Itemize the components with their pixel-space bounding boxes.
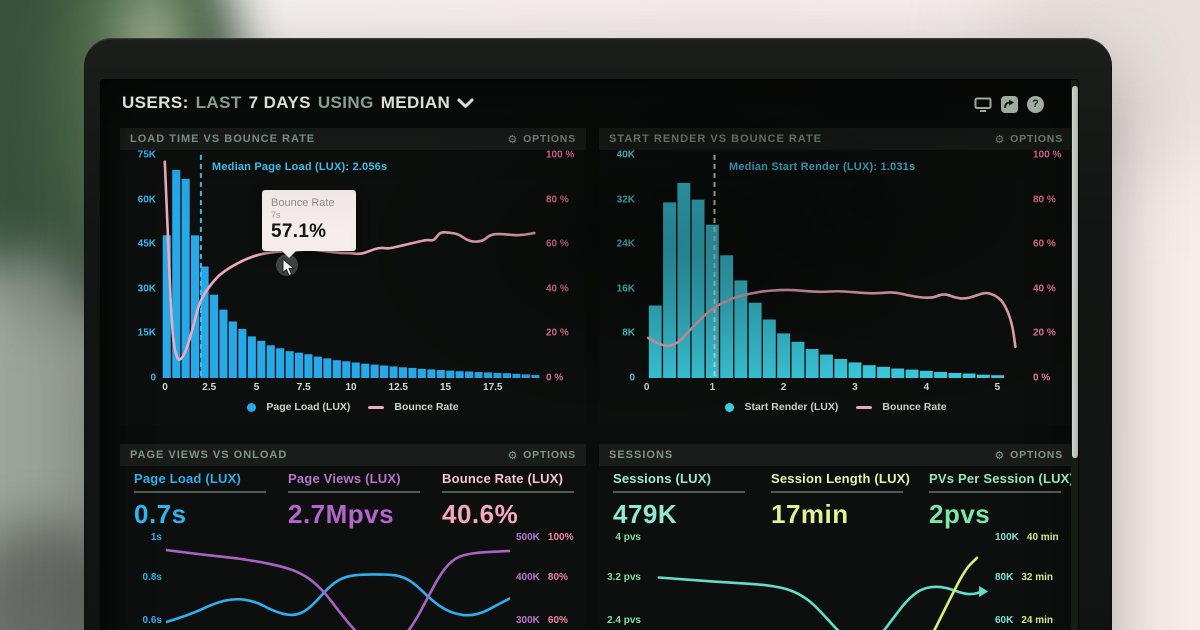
dashboard-header: USERS: LAST 7 DAYS USING MEDIAN ? <box>101 88 1078 120</box>
panel-sessions: SESSIONS ⚙ OPTIONS Sessions (LUX) 479K Se… <box>599 444 1074 630</box>
panel-header: SESSIONS ⚙ OPTIONS <box>599 444 1073 466</box>
stat-label: Session Length (LUX) <box>771 471 911 486</box>
stat-bounce-rate: Bounce Rate (LUX) 40.6% <box>442 471 592 530</box>
panel-load-time-vs-bounce-rate: LOAD TIME VS BOUNCE RATE ⚙ OPTIONS 75K 60… <box>120 128 586 425</box>
panel-page-views-vs-onload: PAGE VIEWS VS ONLOAD ⚙ OPTIONS Page Load … <box>120 444 586 630</box>
stat-value: 479K <box>613 499 678 529</box>
gear-icon: ⚙ <box>507 133 519 146</box>
load-time-chart <box>162 155 540 378</box>
bounce-rate-tooltip: Bounce Rate 7s 57.1% <box>262 190 356 258</box>
gear-icon: ⚙ <box>994 449 1006 462</box>
options-label: OPTIONS <box>1010 449 1063 461</box>
y-axis-right-labels: 100 % 80 % 60 % 40 % 20 % 0 % <box>546 149 575 384</box>
legend-dash-bounce-rate <box>856 405 873 409</box>
scrollbar-thumb[interactable] <box>1071 86 1078 458</box>
tooltip-title: Bounce Rate <box>271 197 335 209</box>
legend-dot-start-render <box>725 402 735 412</box>
x-axis-labels: 0 2.5 5 7.5 10 12.5 15 17.5 <box>162 382 503 393</box>
panel-title: SESSIONS <box>609 449 674 461</box>
x-axis-labels: 0 1 2 3 4 5 <box>643 382 1001 393</box>
options-label: OPTIONS <box>523 133 576 145</box>
y-axis-left-labels: 40K 32K 24K 16K 8K 0 <box>616 149 635 384</box>
gear-icon: ⚙ <box>507 449 519 462</box>
stat-divider <box>613 491 745 493</box>
start-render-chart <box>646 155 1017 378</box>
legend-dash-bounce-rate <box>368 405 385 409</box>
title-users: USERS: <box>122 93 189 112</box>
legend-label: Page Load (LUX) <box>266 401 351 413</box>
stat-label: Page Load (LUX) <box>134 471 242 486</box>
share-icon[interactable] <box>1001 95 1018 113</box>
y-axis-right-labels: 100 % 80 % 60 % 40 % 20 % 0 % <box>1033 149 1062 384</box>
laptop-bezel: USERS: LAST 7 DAYS USING MEDIAN ? LOAD TIME … <box>84 38 1112 630</box>
stat-sessions: Sessions (LUX) 479K <box>613 471 763 530</box>
stat-divider <box>134 491 266 493</box>
panel-title: PAGE VIEWS VS ONLOAD <box>130 449 288 461</box>
legend-label: Bounce Rate <box>394 401 459 413</box>
stat-pvs-per-session: PVs Per Session (LUX) 2pvs <box>929 471 1078 530</box>
sessions-spark-chart <box>657 556 989 630</box>
stat-divider <box>771 491 903 493</box>
display-icon[interactable] <box>973 95 992 113</box>
options-button[interactable]: ⚙ OPTIONS <box>507 449 576 462</box>
stat-label: Sessions (LUX) <box>613 471 712 486</box>
legend-label: Start Render (LUX) <box>744 401 839 413</box>
stat-divider <box>288 491 420 493</box>
title-median: MEDIAN <box>380 93 451 112</box>
help-icon[interactable]: ? <box>1027 95 1044 113</box>
chart-legend: Start Render (LUX) Bounce Rate <box>599 401 1073 413</box>
panel-title: LOAD TIME VS BOUNCE RATE <box>130 133 316 145</box>
options-label: OPTIONS <box>1010 133 1063 145</box>
stat-label: PVs Per Session (LUX) <box>929 471 1075 486</box>
users-filter-dropdown[interactable]: USERS: LAST 7 DAYS USING MEDIAN <box>122 93 481 114</box>
stat-page-views: Page Views (LUX) 2.7Mpvs <box>288 471 438 530</box>
median-annotation: Median Start Render (LUX): 1.031s <box>729 161 916 173</box>
options-button[interactable]: ⚙ OPTIONS <box>994 449 1063 462</box>
stat-divider <box>442 491 574 493</box>
stat-label: Page Views (LUX) <box>288 471 401 486</box>
options-button[interactable]: ⚙ OPTIONS <box>994 133 1063 146</box>
dashboard-screen: USERS: LAST 7 DAYS USING MEDIAN ? LOAD TIME … <box>101 80 1078 630</box>
tooltip-subtitle: 7s <box>271 210 281 220</box>
title-using: USING <box>317 93 374 112</box>
title-7days: 7 DAYS <box>248 93 311 112</box>
median-annotation: Median Page Load (LUX): 2.056s <box>212 161 388 173</box>
title-last: LAST <box>195 93 242 112</box>
panel-header: LOAD TIME VS BOUNCE RATE ⚙ OPTIONS <box>120 128 586 150</box>
stat-value: 0.7s <box>134 499 187 529</box>
stat-session-length: Session Length (LUX) 17min <box>771 471 921 530</box>
spark-axis-left: 1s 0.8s 0.6s <box>142 532 162 626</box>
scrollbar-track[interactable] <box>1071 80 1078 630</box>
legend-label: Bounce Rate <box>882 401 947 413</box>
stat-page-load: Page Load (LUX) 0.7s <box>134 471 284 530</box>
stat-value: 40.6% <box>442 499 519 529</box>
panel-start-render-vs-bounce-rate: START RENDER VS BOUNCE RATE ⚙ OPTIONS 40K… <box>599 128 1073 425</box>
page-views-spark-chart <box>166 548 510 630</box>
panel-title: START RENDER VS BOUNCE RATE <box>609 133 822 145</box>
chevron-down-icon[interactable] <box>457 94 474 114</box>
chart-legend: Page Load (LUX) Bounce Rate <box>120 401 586 413</box>
options-label: OPTIONS <box>523 449 576 461</box>
y-axis-left-labels: 75K 60K 45K 30K 15K 0 <box>137 149 156 384</box>
stat-value: 2pvs <box>929 499 991 529</box>
mouse-cursor-icon <box>276 254 298 282</box>
spark-axis-left: 4 pvs 3.2 pvs 2.4 pvs <box>607 532 641 626</box>
options-button[interactable]: ⚙ OPTIONS <box>507 133 576 146</box>
tooltip-value: 57.1% <box>271 221 327 242</box>
panel-header: PAGE VIEWS VS ONLOAD ⚙ OPTIONS <box>120 444 586 466</box>
stat-value: 2.7Mpvs <box>288 499 395 529</box>
stat-value: 17min <box>771 499 849 529</box>
header-icons: ? <box>973 95 1044 113</box>
legend-dot-page-load <box>247 402 257 412</box>
stat-label: Bounce Rate (LUX) <box>442 471 564 486</box>
stat-divider <box>929 491 1061 493</box>
panel-header: START RENDER VS BOUNCE RATE ⚙ OPTIONS <box>599 128 1073 150</box>
gear-icon: ⚙ <box>994 133 1006 146</box>
